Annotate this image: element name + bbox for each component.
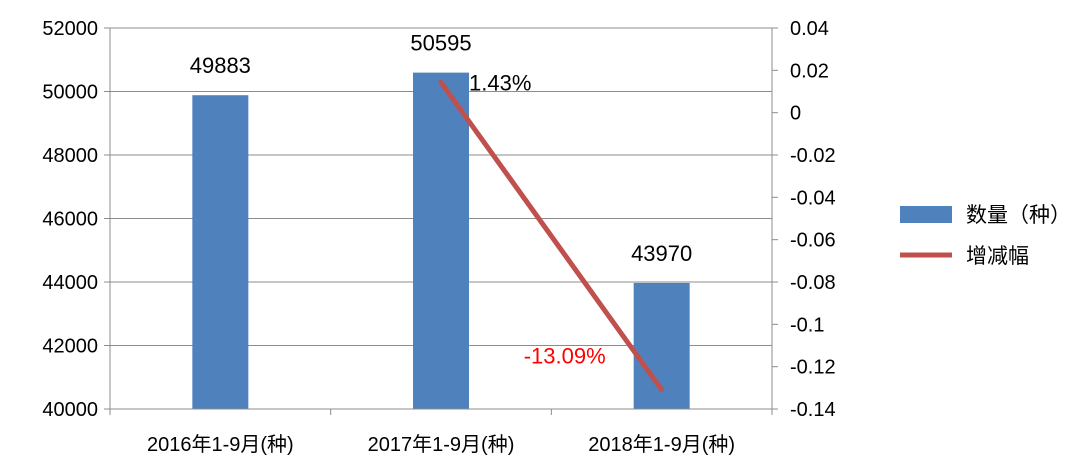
line-value-label: -13.09% bbox=[524, 344, 606, 369]
data-labels: 49883 50595 43970 1.43% -13.09% bbox=[190, 31, 693, 369]
right-tick-label: 0.02 bbox=[790, 60, 829, 82]
bar bbox=[413, 72, 469, 409]
legend-swatch-bar bbox=[900, 206, 952, 223]
left-tick-label: 50000 bbox=[42, 82, 98, 104]
right-tick-label: 0 bbox=[790, 103, 801, 125]
line-series bbox=[438, 79, 665, 393]
right-tick-label: -0.1 bbox=[790, 314, 824, 336]
category-label: 2016年1-9月(种) bbox=[147, 433, 294, 456]
legend-label-line: 增减幅 bbox=[966, 244, 1029, 268]
right-tick-label: -0.06 bbox=[790, 230, 836, 252]
bar-value-label: 49883 bbox=[190, 53, 251, 78]
right-tick-label: 0.04 bbox=[790, 18, 829, 40]
bar-value-label: 50595 bbox=[410, 31, 471, 56]
category-label: 2018年1-9月(种) bbox=[588, 433, 735, 456]
right-tick-label: -0.12 bbox=[790, 357, 836, 379]
right-tick-label: -0.14 bbox=[790, 399, 836, 421]
left-tick-label: 48000 bbox=[42, 145, 98, 167]
bar-series bbox=[192, 72, 690, 409]
legend: 数量（种） 增减幅 bbox=[900, 203, 1071, 268]
line-value-label: 1.43% bbox=[469, 70, 531, 95]
right-axis-ticks: -0.14 -0.12 -0.1 -0.08 -0.06 -0.04 -0.02 0 0.02 0… bbox=[790, 18, 836, 421]
right-tick-label: -0.08 bbox=[790, 272, 836, 294]
left-axis-ticks: 40000 42000 44000 46000 48000 50000 52000 bbox=[42, 18, 98, 421]
right-tick-label: -0.02 bbox=[790, 145, 836, 167]
legend-label-bar: 数量（种） bbox=[966, 203, 1071, 227]
category-label: 2017年1-9月(种) bbox=[368, 433, 515, 456]
axes bbox=[104, 27, 778, 415]
bar-value-label: 43970 bbox=[631, 241, 692, 266]
right-tick-label: -0.04 bbox=[790, 187, 836, 209]
left-tick-label: 42000 bbox=[42, 336, 98, 358]
bar bbox=[192, 95, 249, 409]
left-tick-label: 44000 bbox=[42, 272, 98, 294]
category-labels: 2016年1-9月(种) 2017年1-9月(种) 2018年1-9月(种) bbox=[147, 433, 735, 456]
left-tick-label: 52000 bbox=[42, 18, 98, 40]
left-tick-label: 40000 bbox=[42, 399, 98, 421]
left-tick-label: 46000 bbox=[42, 209, 98, 231]
change-line bbox=[438, 79, 665, 393]
